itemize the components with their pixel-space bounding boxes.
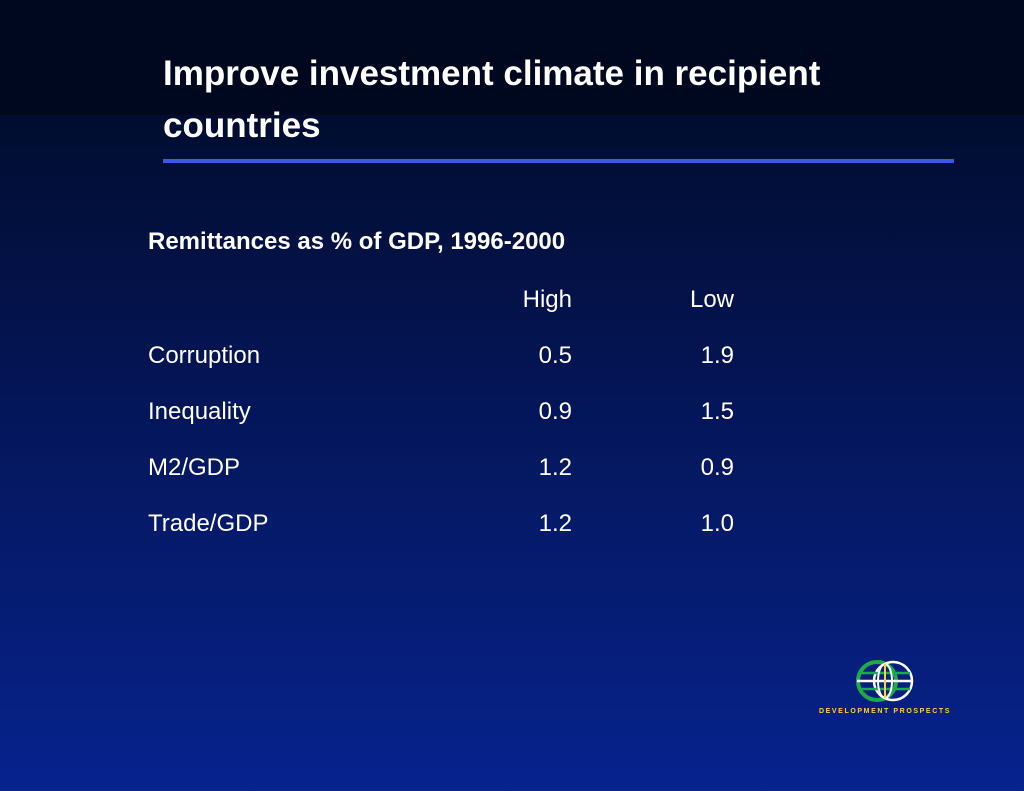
title-divider <box>163 159 954 163</box>
row-high-value: 0.5 <box>538 342 572 369</box>
globe-icon <box>856 660 914 702</box>
row-low-value: 1.0 <box>700 510 734 537</box>
row-low-value: 1.9 <box>700 342 734 369</box>
header-low: Low <box>689 286 734 313</box>
row-label: Inequality <box>148 398 251 425</box>
row-low-value: 0.9 <box>700 454 734 481</box>
header-high: High <box>522 286 572 313</box>
table-caption: Remittances as % of GDP, 1996-2000 <box>148 228 566 255</box>
logo-wordmark: DEVELOPMENT PROSPECTS <box>818 708 951 715</box>
row-label: Trade/GDP <box>148 510 269 537</box>
row-high-value: 1.2 <box>538 454 572 481</box>
slide-title: Improve investment climate in recipient … <box>163 54 821 145</box>
row-low-value: 1.5 <box>700 398 734 425</box>
development-prospects-logo: DEVELOPMENT PROSPECTS <box>815 655 955 725</box>
row-high-value: 1.2 <box>538 510 572 537</box>
title-band <box>0 0 1024 115</box>
row-high-value: 0.9 <box>538 398 572 425</box>
row-label: M2/GDP <box>148 454 241 481</box>
row-label: Corruption <box>148 342 261 369</box>
